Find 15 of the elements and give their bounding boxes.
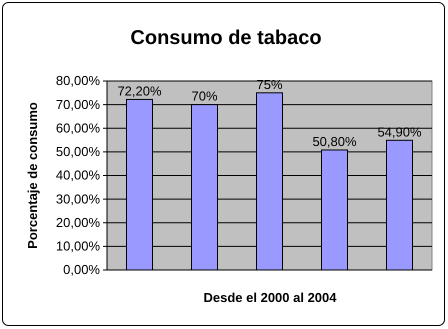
y-tick-label: 0,00% (63, 262, 100, 278)
data-label: 72,20% (117, 83, 162, 98)
x-axis-title: Desde el 2000 al 2004 (204, 290, 338, 305)
y-axis-title: Porcentaje de consumo (25, 102, 40, 249)
y-tick-label: 40,00% (56, 168, 100, 183)
chart-title: Consumo de tabaco (130, 27, 322, 49)
y-tick-label: 60,00% (56, 120, 100, 136)
y-tick-label: 50,00% (56, 144, 100, 160)
y-tick-label: 20,00% (56, 214, 100, 230)
y-tick-label: 10,00% (56, 238, 100, 254)
data-label: 50,80% (312, 134, 357, 149)
y-tick-label: 30,00% (56, 191, 100, 206)
y-tick-label: 70,00% (56, 96, 100, 112)
data-label: 70% (191, 88, 218, 104)
y-tick-label: 80,00% (56, 73, 100, 88)
